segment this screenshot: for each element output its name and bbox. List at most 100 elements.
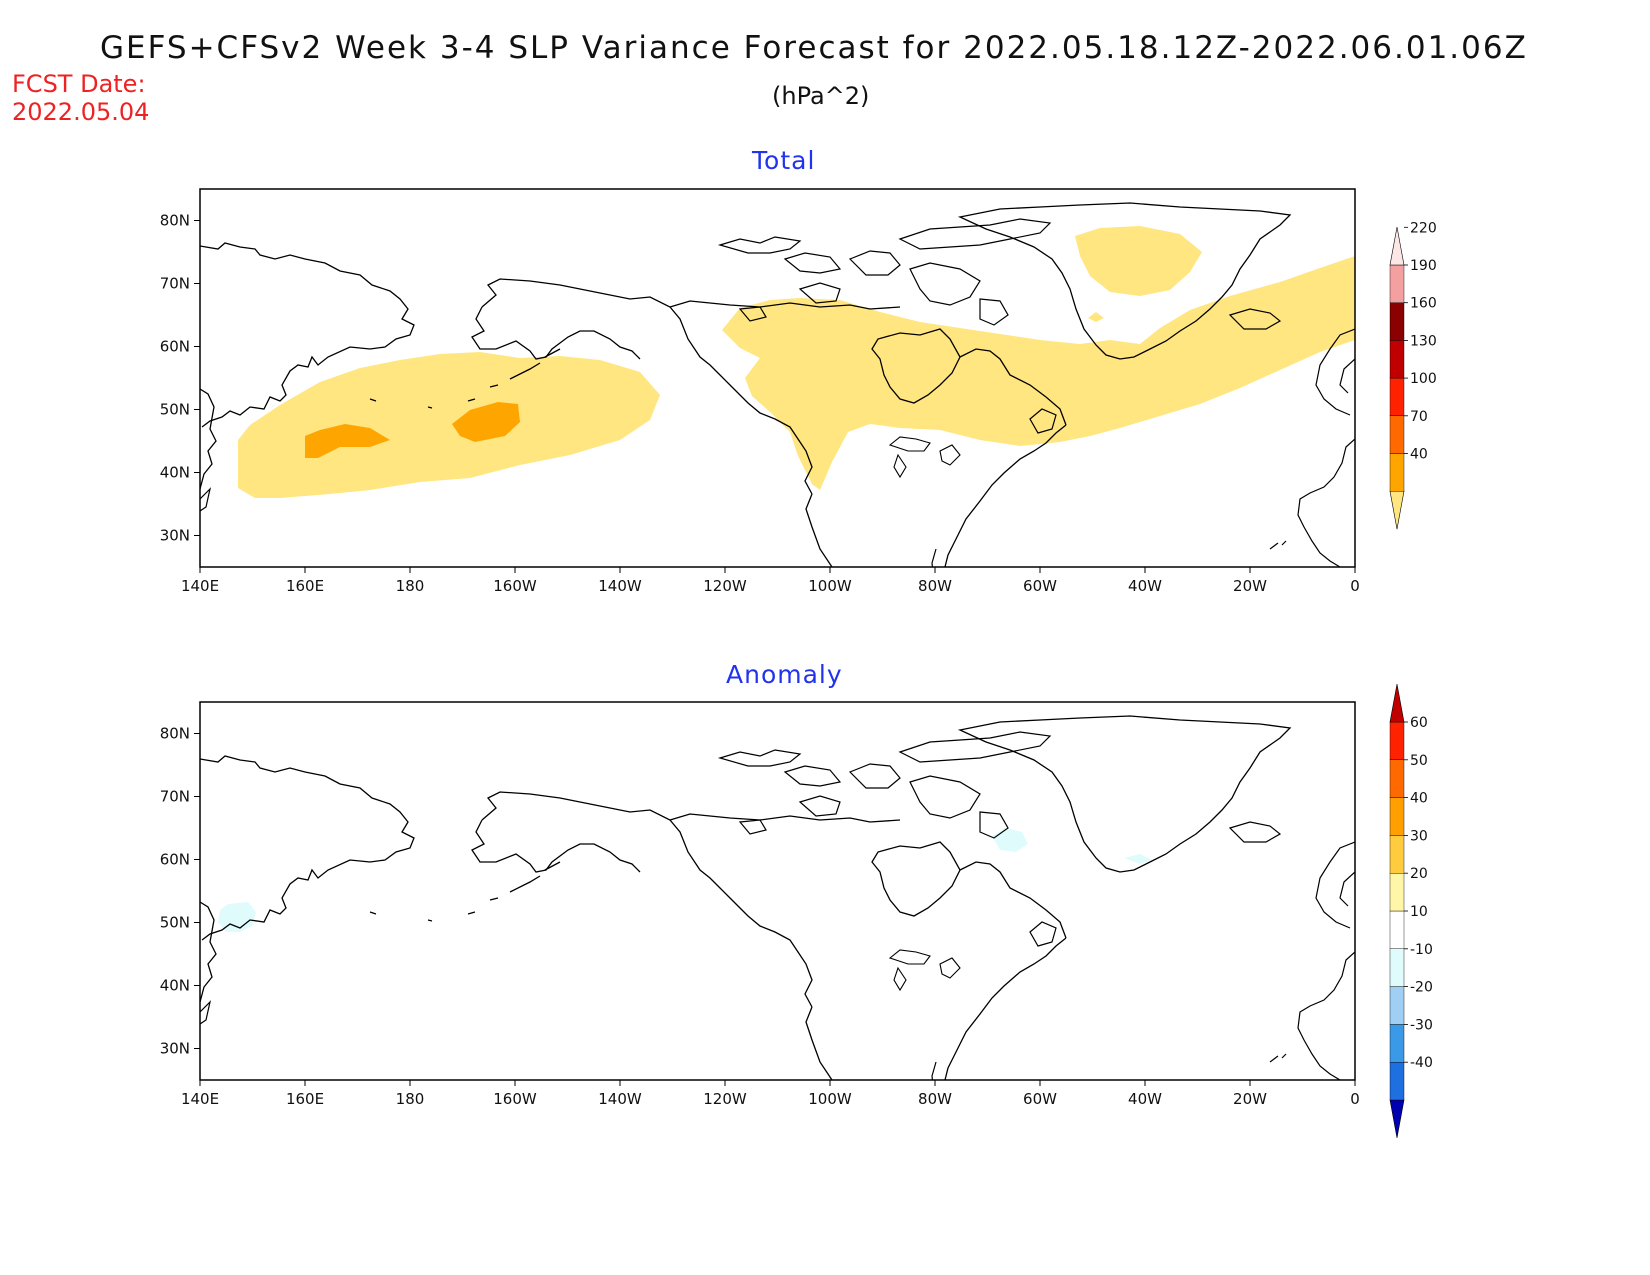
total-shading [200,202,1355,567]
anomaly-lon-tick-label: 80W [918,1090,952,1108]
anomaly-colorbar-label: 30 [1410,828,1428,844]
total-colorbar-segment [1389,377,1405,417]
total-axis-ticks: 140E 160E 180 160W 140W 120W 100W 80W 60W 40W 20W 0… [160,212,1360,596]
anomaly-colorbar-segment [1389,1024,1405,1063]
anomaly-contour-neg10-labrador [992,828,1028,852]
anomaly-colorbar-low-triangle [1389,1099,1405,1139]
total-lon-tick-label: 80W [918,577,952,595]
anomaly-contour-neg10-kamchatka [218,902,256,932]
total-colorbar: 40 70 100 130 160 190 220 [1389,220,1437,530]
anomaly-lon-tick-label: 140E [181,1090,219,1108]
anomaly-colorbar-label: 20 [1410,866,1428,882]
total-lon-tick-label: 180 [396,577,425,595]
anomaly-map-frame [199,701,1356,1081]
anomaly-lat-tick-label: 40N [160,977,190,995]
anomaly-colorbar-high-triangle [1389,683,1405,723]
total-colorbar-high-triangle [1389,226,1405,266]
total-lat-tick-label: 60N [160,338,190,356]
total-colorbar-label: 70 [1410,409,1428,425]
anomaly-axis-ticks: 140E 160E 180 160W 140W 120W 100W 80W 60W 40W 20W 0… [160,725,1360,1109]
total-colorbar-label: 130 [1410,333,1437,349]
forecast-date-value: 2022.05.04 [12,98,150,126]
total-panel-title: Total [752,146,816,175]
total-greenland-contour-40-small [1088,312,1104,322]
anomaly-lon-tick-label: 60W [1023,1090,1057,1108]
total-lon-tick-label: 160E [286,577,324,595]
anomaly-lat-tick-label: 30N [160,1040,190,1058]
anomaly-colorbar-label: -10 [1410,942,1433,958]
total-lat-tick-label: 70N [160,275,190,293]
anomaly-colorbar-segment [1389,835,1405,874]
figure-title: GEFS+CFSv2 Week 3-4 SLP Variance Forecas… [100,30,1528,66]
anomaly-contour-neg10-greenland [1124,854,1152,864]
total-lon-tick-label: 140W [598,577,642,595]
total-colorbar-segment [1389,453,1405,492]
anomaly-shading [200,715,1355,1080]
anomaly-colorbar-segment [1389,797,1405,836]
anomaly-colorbar-label: 50 [1410,753,1428,769]
total-colorbar-segment [1389,340,1405,379]
total-colorbar-label: 40 [1410,447,1428,463]
anomaly-colorbar-segment [1389,910,1405,949]
total-lon-tick-label: 100W [808,577,852,595]
anomaly-map-background [200,702,1355,1080]
units-label: (hPa^2) [772,82,870,110]
anomaly-lat-tick-label: 70N [160,788,190,806]
anomaly-lon-tick-label: 40W [1128,1090,1162,1108]
total-atlantic-contour-40 [722,256,1355,490]
anomaly-lon-tick-label: 0 [1350,1090,1360,1108]
anomaly-colorbar-label: 40 [1410,791,1428,807]
anomaly-colorbar-label: -20 [1410,980,1433,996]
total-lat-tick-label: 40N [160,464,190,482]
total-lon-tick-label: 0 [1350,577,1360,595]
anomaly-lon-tick-label: 180 [396,1090,425,1108]
total-lon-tick-label: 120W [703,577,747,595]
anomaly-lat-tick-label: 50N [160,914,190,932]
anomaly-lon-tick-label: 120W [703,1090,747,1108]
anomaly-colorbar-segment [1389,721,1405,760]
anomaly-lat-tick-label: 60N [160,851,190,869]
anomaly-colorbar-label: -40 [1410,1055,1433,1071]
forecast-date-label: FCST Date: [12,70,146,98]
anomaly-colorbar-label: 10 [1410,904,1428,920]
total-lat-tick-label: 30N [160,527,190,545]
total-lat-tick-label: 50N [160,401,190,419]
anomaly-lon-tick-label: 20W [1233,1090,1267,1108]
anomaly-colorbar: -40 -30 -20 -10 10 20 30 40 50 60 [1389,683,1433,1139]
total-lon-tick-label: 140E [181,577,219,595]
total-lon-tick-label: 40W [1128,577,1162,595]
total-pacific-contour-40 [238,352,660,498]
anomaly-lon-tick-label: 160E [286,1090,324,1108]
anomaly-colorbar-segment [1389,948,1405,987]
anomaly-colorbar-segment [1389,986,1405,1025]
anomaly-map-panel: 140E 160E 180 160W 140W 120W 100W 80W 60W 40W 20W 0… [160,701,1360,1109]
forecast-date-block: FCST Date: 2022.05.04 [12,70,149,126]
total-pacific-contour-70-west [305,424,390,458]
total-colorbar-segment [1389,302,1405,341]
total-colorbar-low-triangle [1389,490,1405,530]
total-lon-tick-label: 20W [1233,577,1267,595]
anomaly-lon-tick-label: 160W [493,1090,537,1108]
total-pacific-contour-70-east [452,402,520,442]
total-colorbar-label: 100 [1410,371,1437,387]
total-colorbar-label: 160 [1410,296,1437,312]
anomaly-colorbar-segment [1389,1061,1405,1101]
anomaly-lat-tick-label: 80N [160,725,190,743]
anomaly-colorbar-label: -30 [1410,1017,1433,1033]
anomaly-lon-tick-label: 100W [808,1090,852,1108]
total-map-panel: 140E 160E 180 160W 140W 120W 100W 80W 60W 40W 20W 0… [160,188,1360,596]
total-lon-tick-label: 160W [493,577,537,595]
anomaly-lon-tick-label: 140W [598,1090,642,1108]
total-colorbar-label: 220 [1410,220,1437,236]
total-lon-tick-label: 60W [1023,577,1057,595]
total-colorbar-segment [1389,264,1405,303]
anomaly-colorbar-segment [1389,873,1405,912]
total-colorbar-segment [1389,415,1405,454]
total-greenland-contour-40 [1075,226,1202,296]
anomaly-panel-title: Anomaly [726,660,843,689]
anomaly-colorbar-label: 60 [1410,715,1428,731]
anomaly-colorbar-segment [1389,759,1405,798]
total-lat-tick-label: 80N [160,212,190,230]
total-map-frame [199,188,1356,568]
